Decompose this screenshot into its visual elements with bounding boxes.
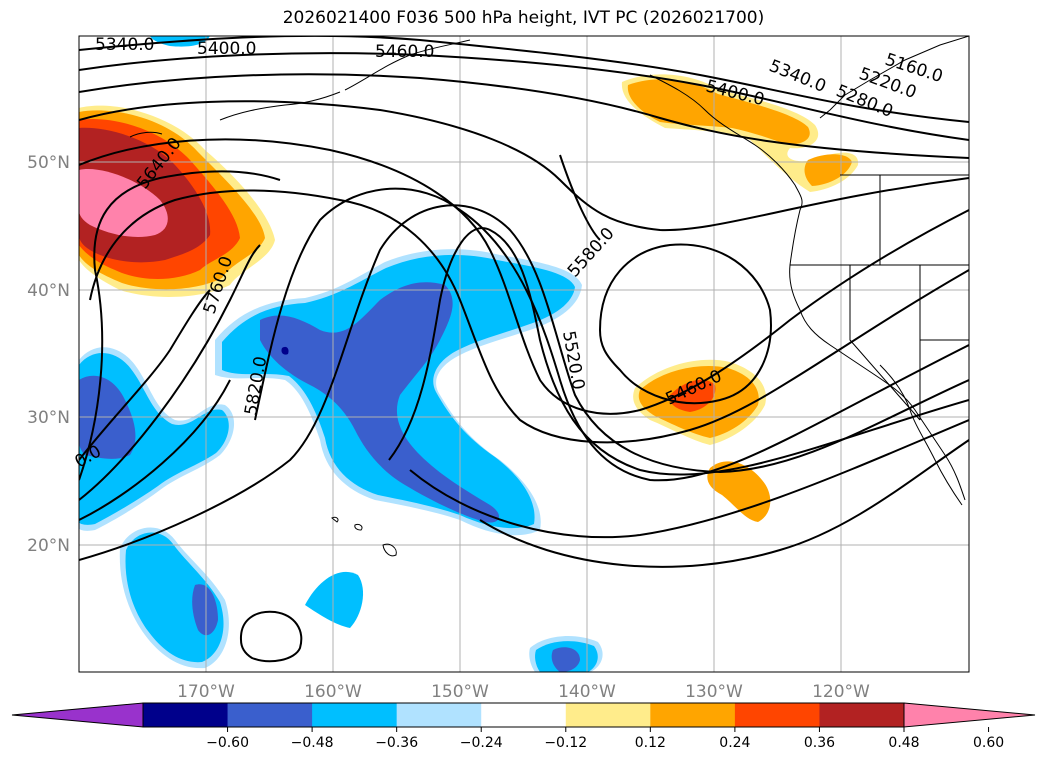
colorbar-tick-label: 0.48 <box>888 735 919 751</box>
colorbar-extend-high <box>903 702 1036 728</box>
colorbar-segment <box>227 703 313 727</box>
colorbar-tick-label: −0.24 <box>460 735 503 751</box>
ivt-negative-region <box>281 346 289 355</box>
colorbar-tick-label: 0.24 <box>719 735 750 751</box>
colorbar-segment <box>650 703 736 727</box>
height-contour <box>79 204 969 561</box>
ivt-positive-region <box>627 79 810 145</box>
lat-tick-labels: 50°N 40°N 30°N 20°N <box>27 153 70 556</box>
height-contour <box>79 379 231 521</box>
colorbar-segment <box>312 703 398 727</box>
colorbar-tick-label: −0.12 <box>544 735 587 751</box>
contour-label: 5580.0 <box>564 224 619 282</box>
lat-tick-label: 30°N <box>27 408 70 428</box>
lon-tick-label: 170°W <box>177 682 235 702</box>
height-contours <box>79 36 969 663</box>
lat-tick-label: 20°N <box>27 536 70 556</box>
height-contour <box>598 243 772 405</box>
colorbar-tick-label: 0.60 <box>973 735 1004 751</box>
lon-tick-label: 160°W <box>304 682 362 702</box>
colorbar-frame <box>142 702 905 728</box>
coastline <box>649 74 966 501</box>
height-contour <box>89 189 969 444</box>
coastline <box>129 131 163 138</box>
lon-tick-label: 120°W <box>812 682 870 702</box>
lon-tick-label: 150°W <box>431 682 489 702</box>
contour-label: 5460.0 <box>375 42 434 62</box>
ivt-positive-region <box>804 154 852 186</box>
height-contour <box>79 52 969 141</box>
contour-label: 5400.0 <box>197 39 256 59</box>
graticule <box>79 36 969 672</box>
colorbar-tick-label: 0.12 <box>635 735 666 751</box>
colorbar-segment <box>819 703 905 727</box>
height-contour <box>79 73 969 159</box>
coastline <box>819 36 969 119</box>
island <box>331 516 339 523</box>
contour-label: 5520.0 <box>558 329 588 391</box>
state-border <box>790 174 969 421</box>
ivt-negative-region <box>260 282 500 523</box>
ivt-shading <box>79 36 859 672</box>
colorbar-segment <box>565 703 651 727</box>
height-contour <box>79 100 969 232</box>
ivt-negative-region <box>551 647 580 672</box>
height-contour <box>409 419 969 539</box>
island <box>382 543 397 557</box>
height-contour <box>254 187 969 482</box>
figure-title: 2026021400 F036 500 hPa height, IVT PC (… <box>282 8 765 28</box>
colorbar-segment <box>481 703 567 727</box>
lat-tick-label: 50°N <box>27 153 70 173</box>
height-contour <box>79 36 969 123</box>
lat-tick-label: 40°N <box>27 281 70 301</box>
ivt-negative-region <box>305 571 364 628</box>
colorbar-tick-label: −0.60 <box>206 735 249 751</box>
colorbar-tick-label: 0.36 <box>804 735 835 751</box>
ivt-positive-region <box>669 379 716 412</box>
colorbar-tick-label: −0.48 <box>291 735 334 751</box>
height-contour <box>479 439 969 568</box>
lon-tick-labels: 170°W 160°W 150°W 140°W 130°W 120°W <box>177 682 870 702</box>
coastline <box>219 91 341 121</box>
colorbar-tick-label: −0.36 <box>375 735 418 751</box>
colorbar-segment <box>143 703 229 727</box>
colorbar: −0.60 −0.48 −0.36 −0.24 −0.12 0.12 0.24 0.36 0.4… <box>11 702 1036 751</box>
contour-label: 5340.0 <box>95 35 154 55</box>
map-frame <box>78 35 970 673</box>
height-contour <box>559 154 601 241</box>
lon-tick-label: 140°W <box>558 682 616 702</box>
coastline <box>879 364 963 506</box>
height-contour <box>388 227 969 476</box>
ivt-negative-region <box>192 584 218 636</box>
colorbar-extend-low <box>11 702 144 728</box>
height-contour <box>239 610 303 663</box>
colorbar-segment <box>396 703 482 727</box>
island <box>354 524 363 531</box>
height-contour <box>79 138 969 415</box>
colorbar-segment <box>734 703 820 727</box>
height-contour <box>79 244 261 501</box>
height-contour <box>79 170 281 481</box>
height-contour <box>79 289 211 461</box>
lon-tick-label: 130°W <box>685 682 743 702</box>
coastlines <box>129 36 969 557</box>
